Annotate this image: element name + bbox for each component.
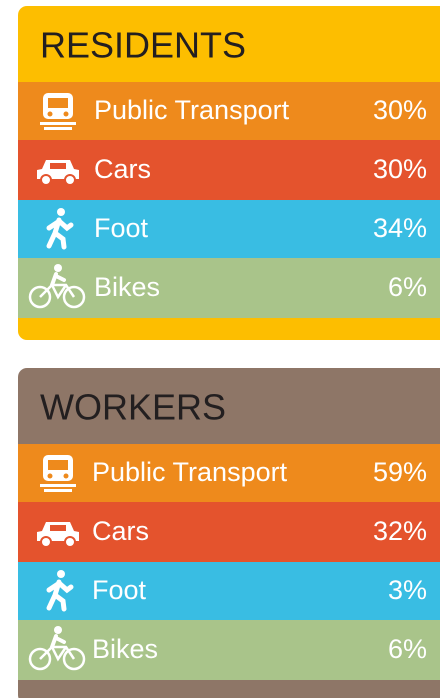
row-label: Cars <box>94 154 151 184</box>
row-value: 6% <box>388 634 427 664</box>
row-label: Public Transport <box>94 95 290 125</box>
panel-title: RESIDENTS <box>40 25 246 66</box>
row-background <box>18 562 440 620</box>
row-icon <box>40 455 76 492</box>
row-label: Cars <box>92 516 149 546</box>
row-label: Bikes <box>94 272 160 302</box>
panel: WORKERS Public Transport 59% Cars 32% Foot 3% B… <box>18 368 440 698</box>
row-background <box>18 258 440 318</box>
row-value: 6% <box>388 272 427 302</box>
row-background <box>18 200 440 258</box>
row-value: 34% <box>373 213 427 243</box>
row-background <box>18 140 440 200</box>
row-label: Public Transport <box>92 457 288 487</box>
row-background <box>18 620 440 680</box>
row-label: Bikes <box>92 634 158 664</box>
row-label: Foot <box>94 213 149 243</box>
row-background <box>18 82 440 140</box>
row-icon <box>40 93 76 130</box>
panel: RESIDENTS Public Transport 30% Cars 30% Foot 3… <box>18 6 440 340</box>
row-label: Foot <box>92 575 147 605</box>
row-value: 30% <box>373 95 427 125</box>
row-value: 3% <box>388 575 427 605</box>
row-background <box>18 502 440 562</box>
row-value: 30% <box>373 154 427 184</box>
row-value: 59% <box>373 457 427 487</box>
panel-title: WORKERS <box>40 387 226 428</box>
row-value: 32% <box>373 516 427 546</box>
row-background <box>18 444 440 502</box>
